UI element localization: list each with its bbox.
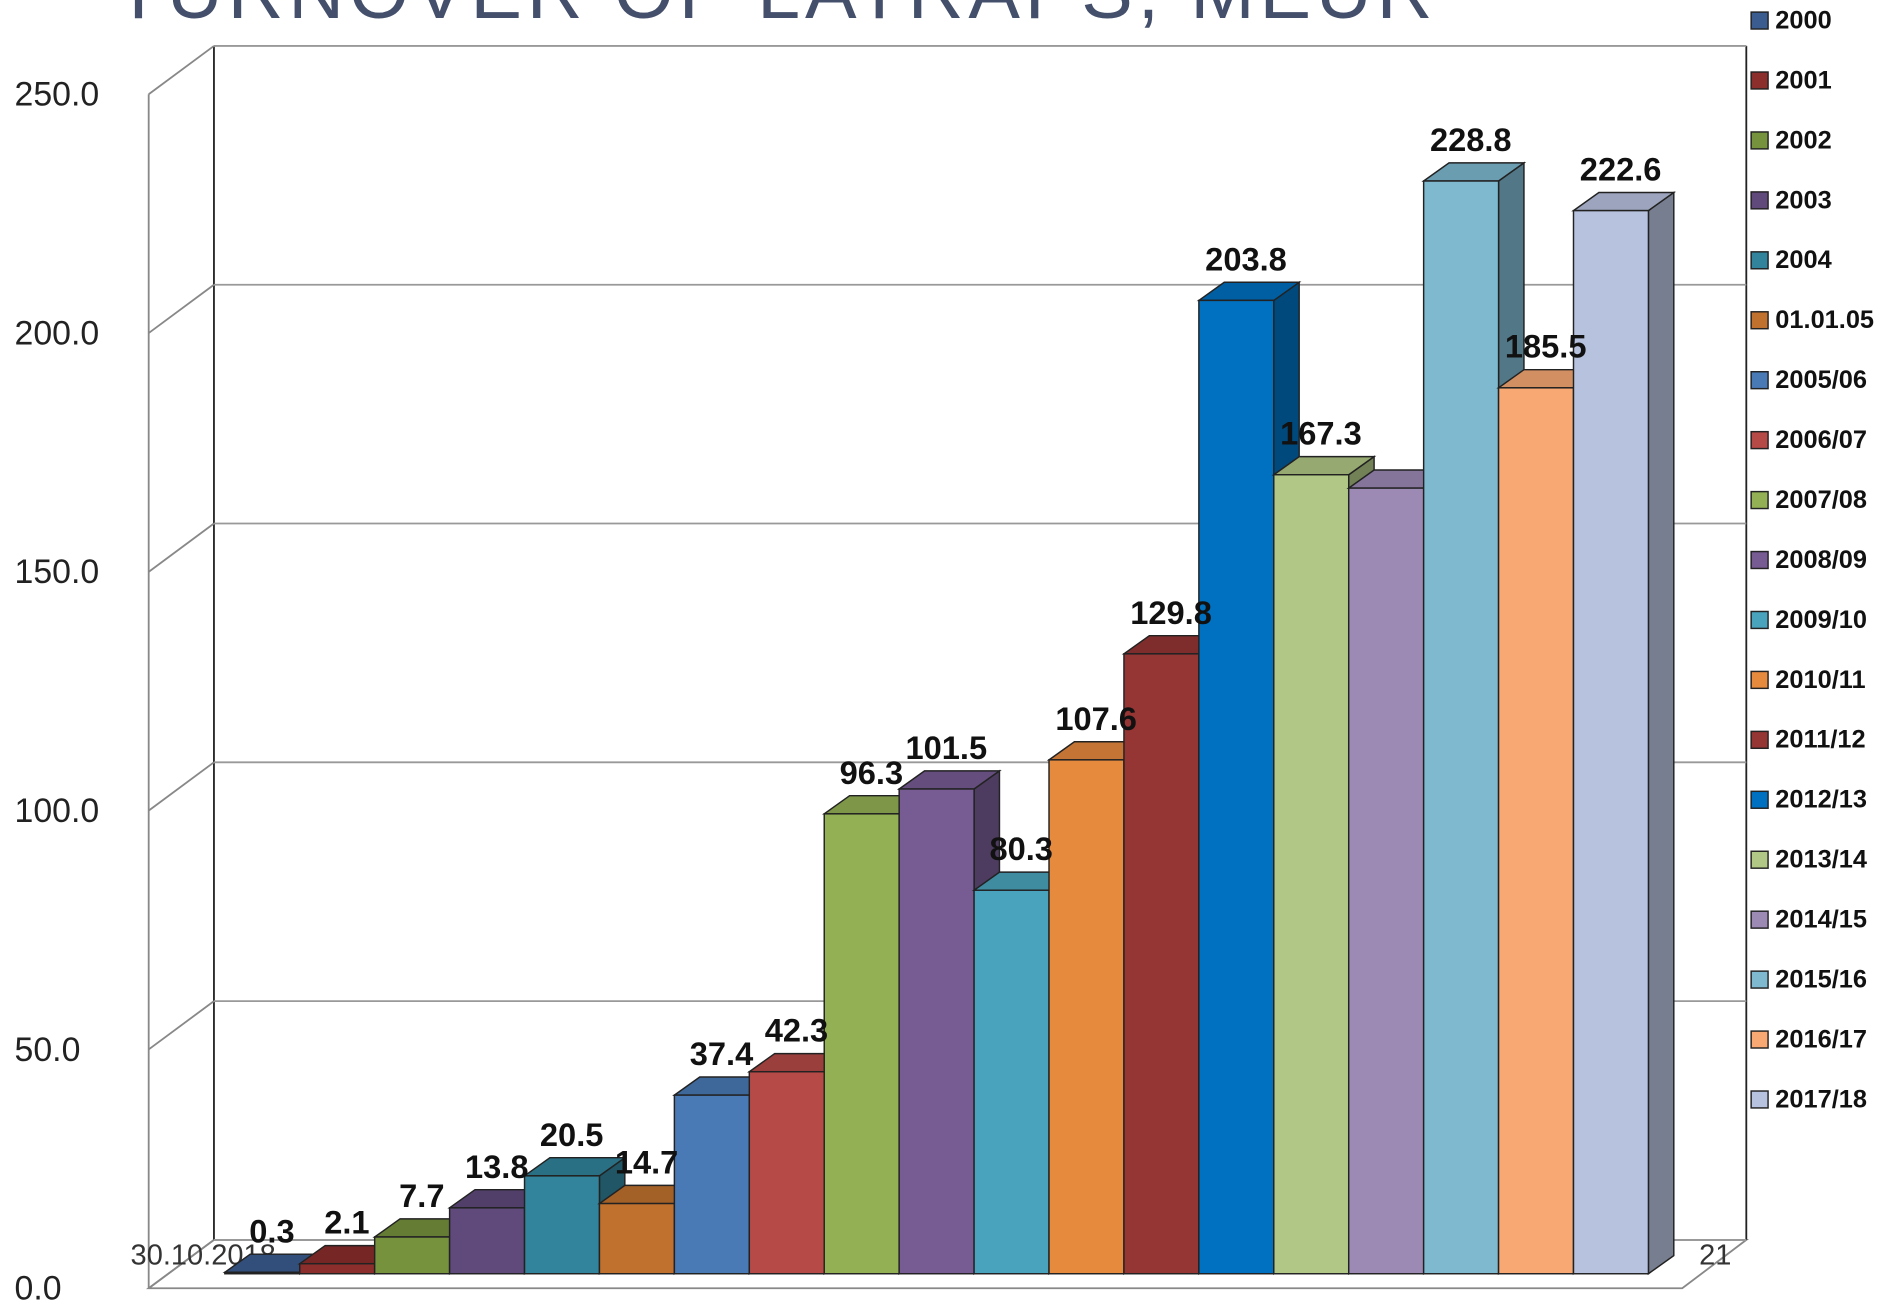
bar	[1048, 759, 1125, 1275]
tick-mark	[148, 522, 215, 573]
legend-swatch	[1750, 251, 1769, 270]
data-label: 203.8	[1205, 240, 1287, 277]
bar-side	[1647, 191, 1675, 1276]
legend-label: 2012/13	[1775, 786, 1867, 814]
legend-swatch	[1750, 490, 1769, 510]
legend-label: 2013/14	[1775, 846, 1867, 874]
bar	[224, 1271, 301, 1275]
data-label: 101.5	[905, 729, 987, 766]
data-label: 42.3	[765, 1012, 828, 1049]
legend-label: 2001	[1775, 66, 1831, 94]
legend-label: 2011/12	[1775, 726, 1865, 754]
tick-mark	[148, 1239, 215, 1289]
legend-swatch	[1750, 311, 1769, 330]
legend-swatch	[1750, 610, 1769, 630]
bar	[1273, 474, 1350, 1275]
footer-page: 21	[1699, 1239, 1731, 1271]
legend-label: 2002	[1775, 126, 1831, 154]
legend-label: 2007/08	[1775, 486, 1867, 514]
bar	[823, 813, 900, 1275]
legend-swatch	[1750, 11, 1769, 30]
legend-swatch	[1750, 550, 1769, 570]
y-tick-label: 50.0	[15, 1031, 81, 1069]
legend-swatch	[1750, 191, 1769, 210]
legend-swatch	[1750, 670, 1769, 690]
legend-label: 01.01.05	[1775, 306, 1874, 334]
bar	[448, 1207, 526, 1275]
bar	[1572, 209, 1650, 1275]
data-label: 13.8	[465, 1148, 528, 1185]
legend-label: 2005/06	[1775, 366, 1867, 394]
y-tick-label: 250.0	[15, 76, 100, 114]
legend-swatch	[1750, 850, 1769, 869]
legend-swatch	[1750, 1090, 1769, 1109]
tick-mark	[148, 761, 215, 812]
legend-swatch	[1750, 1030, 1769, 1049]
data-label: 14.7	[615, 1143, 678, 1180]
y-tick-label: 200.0	[15, 314, 100, 352]
data-label: 185.5	[1505, 328, 1587, 365]
data-label: 129.8	[1130, 594, 1212, 631]
bar	[598, 1202, 676, 1275]
legend-label: 2015/16	[1775, 966, 1867, 994]
legend-swatch	[1750, 131, 1769, 150]
legend-label: 2009/10	[1775, 606, 1867, 634]
legend-label: 2003	[1775, 186, 1831, 214]
data-label: 37.4	[690, 1035, 753, 1072]
tick-mark	[148, 45, 215, 95]
data-label: 7.7	[399, 1177, 444, 1214]
data-label: 107.6	[1055, 700, 1137, 737]
legend-label: 2008/09	[1775, 546, 1867, 574]
data-label: 96.3	[840, 754, 903, 791]
legend-label: 2016/17	[1775, 1025, 1867, 1053]
bar	[299, 1262, 376, 1275]
bar	[673, 1094, 751, 1275]
bar	[748, 1070, 825, 1275]
legend-label: 2000	[1775, 6, 1831, 34]
bar	[1497, 387, 1575, 1275]
legend-swatch	[1750, 71, 1769, 90]
bar	[373, 1236, 451, 1275]
y-tick-label: 0.0	[15, 1270, 62, 1308]
data-label: 20.5	[540, 1116, 603, 1153]
legend-swatch	[1750, 371, 1769, 390]
data-label: 0.3	[249, 1212, 294, 1249]
legend-label: 2004	[1775, 246, 1831, 274]
bar	[1422, 180, 1500, 1275]
bar	[1198, 299, 1275, 1275]
data-label: 228.8	[1430, 121, 1512, 158]
bar	[973, 889, 1050, 1275]
chart-title: TURNOVER OF LATRAPS, MEUR	[115, 0, 1437, 35]
legend-label: 2006/07	[1775, 426, 1867, 454]
y-tick-label: 100.0	[15, 792, 100, 830]
y-tick-label: 150.0	[15, 553, 100, 591]
legend-swatch	[1750, 430, 1769, 450]
tick-mark	[148, 283, 215, 334]
data-label: 2.1	[324, 1204, 369, 1241]
legend-swatch	[1750, 790, 1769, 809]
tick-mark	[148, 1000, 215, 1051]
bar	[1123, 653, 1200, 1275]
bar	[523, 1175, 601, 1275]
data-label: 80.3	[989, 830, 1052, 867]
legend-swatch	[1750, 910, 1769, 929]
data-label: 167.3	[1280, 415, 1362, 452]
bar	[898, 788, 975, 1275]
legend-label: 2017/18	[1775, 1085, 1867, 1113]
legend-swatch	[1750, 970, 1769, 989]
legend-swatch	[1750, 730, 1769, 750]
data-label: 222.6	[1580, 151, 1662, 188]
legend-label: 2014/15	[1775, 906, 1867, 934]
bar	[1347, 487, 1425, 1275]
legend-label: 2010/11	[1775, 666, 1865, 694]
